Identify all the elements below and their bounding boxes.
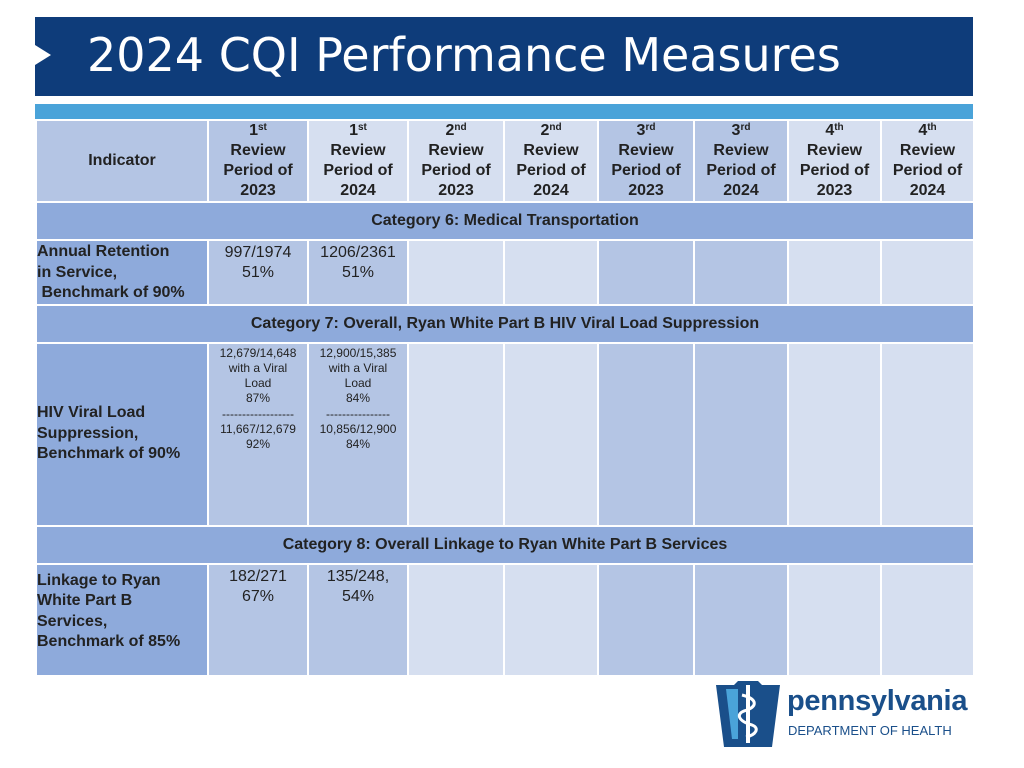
value-cell: 1206/2361 51%	[307, 239, 409, 306]
empty-cell	[503, 341, 599, 527]
value-cell: 12,900/15,385 with a Viral Load 84% ----…	[307, 341, 409, 527]
empty-cell	[787, 239, 882, 306]
period-header: 2nd Review Period of 2024	[503, 119, 599, 203]
empty-cell	[693, 341, 789, 527]
period-header: 1st Review Period of 2023	[207, 119, 309, 203]
value-cell: 182/271 67%	[207, 562, 309, 677]
indicator-cell: HIV Viral Load Suppression, Benchmark of…	[35, 341, 209, 527]
table-row: HIV Viral Load Suppression, Benchmark of…	[35, 341, 975, 527]
category-title: Category 8: Overall Linkage to Ryan Whit…	[35, 524, 975, 565]
performance-table: Indicator 1st Review Period of 2023 1st Revi…	[35, 119, 975, 677]
empty-cell	[407, 341, 505, 527]
accent-strip	[35, 104, 973, 119]
category-title: Category 6: Medical Transportation	[35, 201, 975, 241]
empty-cell	[787, 562, 882, 677]
page-title: 2024 CQI Performance Measures	[87, 28, 841, 82]
category-title: Category 7: Overall, Ryan White Part B H…	[35, 303, 975, 344]
logo-name: pennsylvania	[787, 685, 968, 717]
period-header: 3rd Review Period of 2023	[597, 119, 695, 203]
period-header: 2nd Review Period of 2023	[407, 119, 505, 203]
indicator-header: Indicator	[35, 119, 209, 203]
period-header: 4th Review Period of 2024	[880, 119, 975, 203]
category-row: Category 6: Medical Transportation	[35, 201, 975, 241]
category-row: Category 7: Overall, Ryan White Part B H…	[35, 303, 975, 344]
empty-cell	[597, 239, 695, 306]
table-row: Annual Retention in Service, Benchmark o…	[35, 239, 975, 306]
empty-cell	[597, 341, 695, 527]
period-header: 1st Review Period of 2024	[307, 119, 409, 203]
title-bar: 2024 CQI Performance Measures	[35, 17, 973, 96]
table-row: Linkage to Ryan White Part B Services, B…	[35, 562, 975, 677]
empty-cell	[407, 562, 505, 677]
indicator-cell: Annual Retention in Service, Benchmark o…	[35, 239, 209, 306]
logo-department: DEPARTMENT OF HEALTH	[788, 723, 952, 738]
empty-cell	[693, 239, 789, 306]
empty-cell	[597, 562, 695, 677]
title-arrow-icon	[35, 45, 51, 65]
empty-cell	[503, 239, 599, 306]
empty-cell	[503, 562, 599, 677]
empty-cell	[880, 562, 975, 677]
empty-cell	[880, 239, 975, 306]
empty-cell	[880, 341, 975, 527]
category-row: Category 8: Overall Linkage to Ryan Whit…	[35, 524, 975, 565]
empty-cell	[787, 341, 882, 527]
value-cell: 12,679/14,648 with a Viral Load 87% ----…	[207, 341, 309, 527]
pennsylvania-doh-logo: pennsylvania DEPARTMENT OF HEALTH	[714, 681, 976, 747]
period-header: 4th Review Period of 2023	[787, 119, 882, 203]
empty-cell	[407, 239, 505, 306]
keystone-icon	[716, 681, 780, 747]
header-row: Indicator 1st Review Period of 2023 1st Revi…	[35, 119, 975, 203]
value-cell: 135/248, 54%	[307, 562, 409, 677]
period-header: 3rd Review Period of 2024	[693, 119, 789, 203]
value-cell: 997/1974 51%	[207, 239, 309, 306]
indicator-cell: Linkage to Ryan White Part B Services, B…	[35, 562, 209, 677]
empty-cell	[693, 562, 789, 677]
